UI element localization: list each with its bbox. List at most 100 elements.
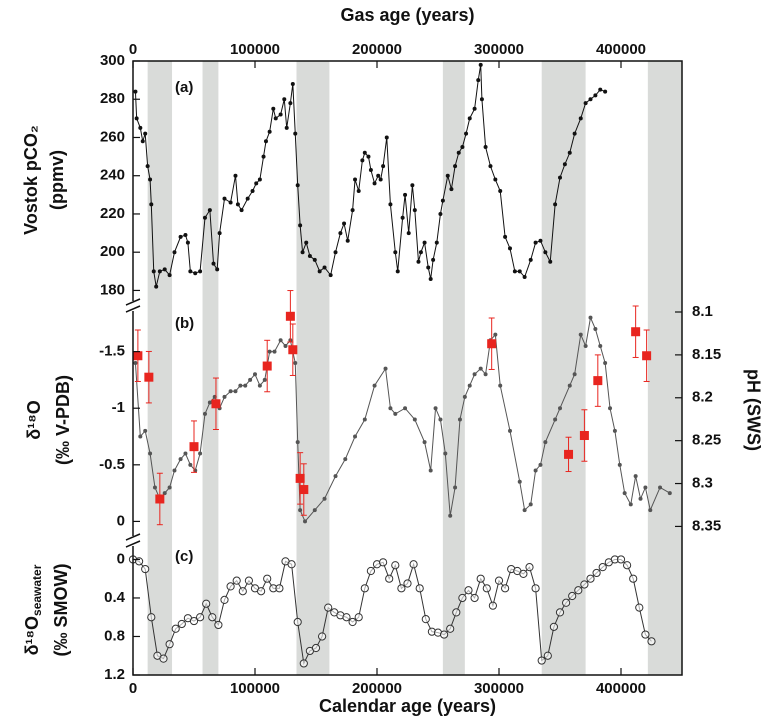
data-point <box>440 198 445 203</box>
data-point <box>476 574 485 583</box>
data-point <box>172 468 177 473</box>
data-point <box>183 232 188 237</box>
y-tick-label: 200 <box>100 243 125 260</box>
x-tick-label: 200000 <box>352 41 402 58</box>
x-tick-label: 0 <box>129 680 137 697</box>
data-point <box>629 574 638 583</box>
data-point <box>360 158 365 163</box>
panel-label: (c) <box>175 548 193 565</box>
data-point <box>263 574 272 583</box>
data-point <box>342 613 351 622</box>
data-point <box>167 273 172 278</box>
data-point <box>298 223 303 228</box>
data-point <box>226 582 235 591</box>
shaded-bands <box>147 61 682 675</box>
data-point <box>222 196 227 201</box>
data-point <box>410 183 415 188</box>
data-point <box>460 145 465 150</box>
data-point <box>519 569 528 578</box>
data-point <box>243 383 248 388</box>
data-point <box>555 608 565 617</box>
y-tick-label: 0.4 <box>104 589 126 606</box>
data-point <box>533 240 538 245</box>
data-point <box>342 221 347 226</box>
data-point <box>267 129 272 134</box>
data-point <box>388 406 393 411</box>
data-point <box>307 254 312 259</box>
data-point <box>312 257 317 262</box>
data-point <box>275 584 284 593</box>
x-tick-label: 400000 <box>596 41 646 58</box>
data-point <box>333 250 338 255</box>
data-point <box>631 327 641 337</box>
data-point <box>412 417 417 422</box>
data-point <box>134 116 139 121</box>
data-point <box>144 372 154 382</box>
data-point <box>333 474 338 479</box>
data-point <box>493 177 498 182</box>
data-point <box>517 269 522 274</box>
data-point <box>452 608 461 617</box>
data-point <box>525 563 534 572</box>
data-point <box>428 276 433 281</box>
data-point <box>147 613 156 622</box>
data-point <box>295 183 300 188</box>
data-point <box>133 89 138 94</box>
data-point <box>198 451 203 456</box>
data-point <box>222 394 227 399</box>
data-point <box>578 332 583 337</box>
data-point <box>537 656 546 665</box>
shaded-band <box>202 61 219 675</box>
data-point <box>568 591 577 601</box>
data-point <box>478 62 483 67</box>
data-point <box>482 584 491 593</box>
data-point <box>353 177 358 182</box>
data-point <box>548 259 553 264</box>
data-point <box>232 576 241 585</box>
data-point <box>617 462 622 467</box>
data-point <box>472 372 477 377</box>
data-point <box>228 389 233 394</box>
data-point <box>453 164 458 169</box>
data-point <box>295 473 305 483</box>
data-point <box>293 617 302 627</box>
data-point <box>453 485 458 490</box>
y-axis-title-sub: seawater <box>30 564 44 616</box>
data-point <box>177 619 186 629</box>
data-point <box>593 93 598 98</box>
data-point <box>282 97 287 102</box>
shaded-band <box>541 61 586 675</box>
data-point <box>431 257 436 262</box>
data-point <box>253 372 257 377</box>
y2-tick-label: 8.35 <box>692 517 721 534</box>
data-point <box>443 451 448 456</box>
data-point <box>148 451 153 456</box>
data-point <box>228 200 233 205</box>
data-point <box>579 431 589 441</box>
y-tick-label: 220 <box>100 205 125 222</box>
data-point <box>350 208 355 213</box>
data-point <box>422 440 427 445</box>
data-point <box>183 451 188 456</box>
data-point <box>202 599 211 608</box>
data-point <box>362 150 367 155</box>
data-point <box>588 315 593 320</box>
data-point <box>198 269 203 274</box>
data-point <box>189 442 199 452</box>
axis-break <box>125 298 141 306</box>
data-point <box>522 275 527 280</box>
data-point <box>572 131 577 136</box>
data-point <box>290 81 295 86</box>
data-point <box>284 125 289 130</box>
data-point <box>456 150 461 155</box>
data-point <box>245 196 250 201</box>
data-point <box>133 360 138 365</box>
data-point <box>379 558 388 567</box>
data-point <box>299 659 308 668</box>
y-tick-label: 240 <box>100 167 125 184</box>
data-point <box>162 491 167 496</box>
data-point <box>322 265 327 270</box>
y-axis-title: δ¹⁸Oseawater <box>22 564 44 655</box>
data-point <box>207 400 212 405</box>
data-point <box>261 154 266 159</box>
